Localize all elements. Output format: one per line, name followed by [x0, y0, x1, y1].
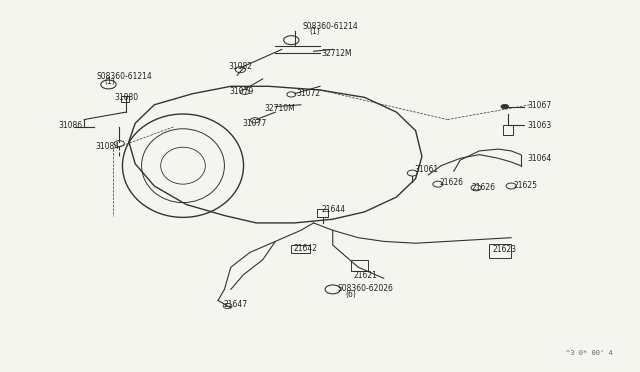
Text: 21644: 21644: [321, 205, 346, 215]
Text: 31084: 31084: [96, 142, 120, 151]
Text: S08360-61214: S08360-61214: [97, 72, 153, 81]
Text: 32710M: 32710M: [264, 104, 295, 113]
Text: (1): (1): [310, 28, 321, 36]
Text: 21647: 21647: [223, 300, 247, 310]
Text: 21626: 21626: [440, 178, 464, 187]
Text: S08360-61214: S08360-61214: [302, 22, 358, 31]
Text: S08360-62026: S08360-62026: [338, 284, 394, 293]
Circle shape: [501, 105, 509, 109]
Text: 32712M: 32712M: [321, 49, 352, 58]
Text: 21625: 21625: [514, 182, 538, 190]
Text: 31064: 31064: [527, 154, 551, 163]
Text: 31072: 31072: [296, 89, 321, 98]
Text: 31082: 31082: [228, 61, 252, 71]
Text: 31067: 31067: [527, 101, 551, 110]
Text: 21626: 21626: [472, 183, 495, 192]
Text: 31061: 31061: [414, 165, 438, 174]
Text: 31079: 31079: [230, 87, 254, 96]
Text: 21621: 21621: [353, 271, 377, 280]
Text: 21642: 21642: [293, 244, 317, 253]
Text: (1): (1): [104, 77, 115, 86]
Text: ^3 0* 00' 4: ^3 0* 00' 4: [566, 350, 613, 356]
Text: 31063: 31063: [527, 121, 551, 129]
Text: 31080: 31080: [115, 93, 139, 102]
Text: 31077: 31077: [243, 119, 266, 128]
Text: (6): (6): [346, 290, 356, 299]
Text: 31086: 31086: [59, 121, 83, 129]
Text: 21623: 21623: [492, 245, 516, 254]
